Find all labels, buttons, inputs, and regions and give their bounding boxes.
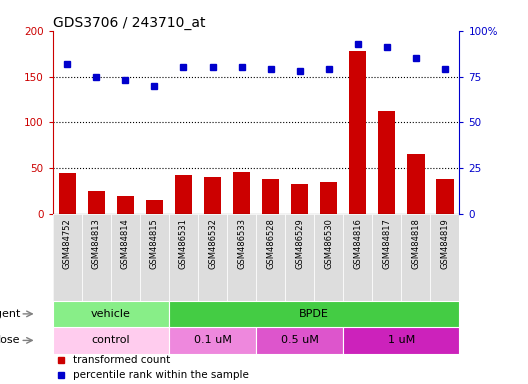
Text: GSM484752: GSM484752 bbox=[63, 218, 72, 269]
Text: percentile rank within the sample: percentile rank within the sample bbox=[73, 370, 249, 380]
Text: GSM486532: GSM486532 bbox=[208, 218, 217, 269]
Text: control: control bbox=[91, 335, 130, 345]
Bar bbox=[53, 327, 169, 354]
Bar bbox=[401, 214, 430, 301]
Text: 0.1 uM: 0.1 uM bbox=[194, 335, 231, 345]
Text: 0.5 uM: 0.5 uM bbox=[281, 335, 318, 345]
Text: GSM486528: GSM486528 bbox=[266, 218, 275, 269]
Bar bbox=[291, 184, 308, 214]
Bar bbox=[285, 214, 314, 301]
Bar bbox=[169, 214, 198, 301]
Bar bbox=[117, 195, 134, 214]
Bar bbox=[314, 214, 343, 301]
Bar bbox=[430, 214, 459, 301]
Text: vehicle: vehicle bbox=[91, 309, 131, 319]
Text: GSM484814: GSM484814 bbox=[121, 218, 130, 269]
Text: GSM486533: GSM486533 bbox=[237, 218, 246, 269]
Text: GSM484817: GSM484817 bbox=[382, 218, 391, 269]
Text: GSM486530: GSM486530 bbox=[324, 218, 333, 269]
Bar bbox=[343, 327, 459, 354]
Text: GSM484819: GSM484819 bbox=[440, 218, 449, 269]
Text: GSM484818: GSM484818 bbox=[411, 218, 420, 269]
Bar bbox=[378, 111, 395, 214]
Bar bbox=[227, 214, 256, 301]
Text: agent: agent bbox=[0, 309, 20, 319]
Bar bbox=[111, 214, 140, 301]
Bar bbox=[169, 301, 459, 327]
Bar bbox=[59, 173, 76, 214]
Bar bbox=[140, 214, 169, 301]
Bar bbox=[349, 51, 366, 214]
Bar bbox=[146, 200, 163, 214]
Text: GSM486531: GSM486531 bbox=[179, 218, 188, 269]
Text: GSM484815: GSM484815 bbox=[150, 218, 159, 269]
Text: GSM484813: GSM484813 bbox=[92, 218, 101, 269]
Bar bbox=[88, 191, 105, 214]
Bar bbox=[436, 179, 454, 214]
Text: 1 uM: 1 uM bbox=[388, 335, 415, 345]
Bar bbox=[320, 182, 337, 214]
Text: GDS3706 / 243710_at: GDS3706 / 243710_at bbox=[53, 16, 205, 30]
Text: BPDE: BPDE bbox=[299, 309, 329, 319]
Bar bbox=[372, 214, 401, 301]
Bar bbox=[82, 214, 111, 301]
Bar bbox=[407, 154, 425, 214]
Bar bbox=[175, 175, 192, 214]
Text: GSM484816: GSM484816 bbox=[353, 218, 362, 269]
Bar bbox=[169, 327, 256, 354]
Bar bbox=[204, 177, 221, 214]
Text: dose: dose bbox=[0, 335, 20, 345]
Bar bbox=[198, 214, 227, 301]
Bar bbox=[53, 301, 169, 327]
Bar bbox=[53, 214, 82, 301]
Bar bbox=[262, 179, 279, 214]
Bar bbox=[233, 172, 250, 214]
Bar bbox=[343, 214, 372, 301]
Text: transformed count: transformed count bbox=[73, 355, 171, 365]
Text: GSM486529: GSM486529 bbox=[295, 218, 304, 269]
Bar bbox=[256, 214, 285, 301]
Bar bbox=[256, 327, 343, 354]
